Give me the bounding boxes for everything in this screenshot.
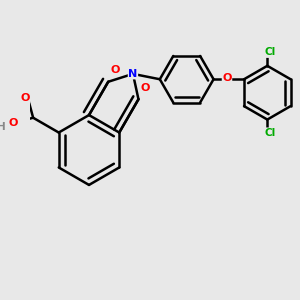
Text: O: O [110, 65, 120, 75]
Text: Cl: Cl [264, 47, 276, 57]
Text: N: N [128, 69, 138, 79]
Text: O: O [222, 73, 232, 83]
Text: O: O [8, 118, 18, 128]
Text: O: O [20, 93, 30, 103]
Text: H: H [0, 122, 5, 132]
Text: Cl: Cl [264, 128, 276, 138]
Text: O: O [140, 82, 150, 93]
